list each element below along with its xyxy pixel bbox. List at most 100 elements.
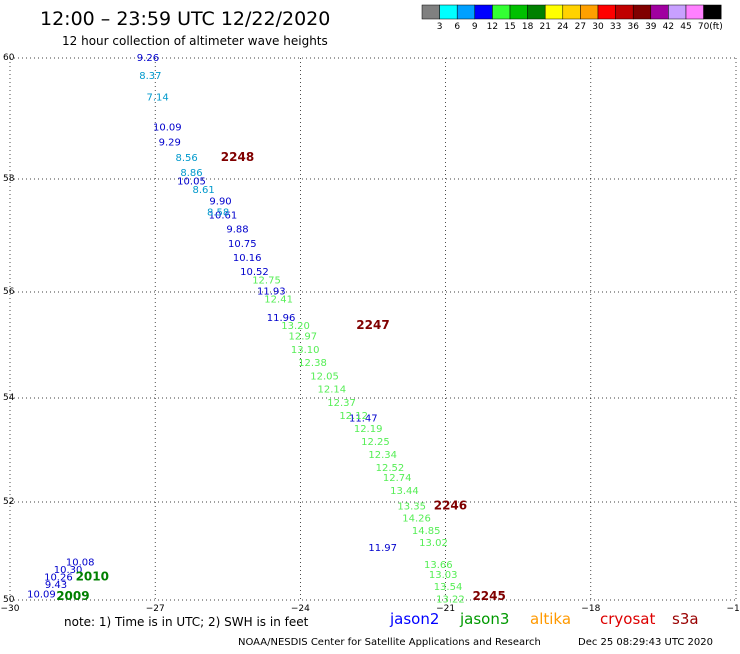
legend-swatch xyxy=(475,5,493,19)
legend-unit: (ft) xyxy=(709,22,723,32)
legend-label: 30 xyxy=(592,22,604,32)
wave-height-label: 12.14 xyxy=(318,385,347,396)
wave-height-label: 12.25 xyxy=(361,437,390,448)
legend-label: 15 xyxy=(504,22,515,32)
time-label: 2247 xyxy=(356,318,389,332)
legend-swatch xyxy=(651,5,669,19)
wave-height-label: 12.97 xyxy=(288,332,317,343)
chart-subtitle: 12 hour collection of altimeter wave hei… xyxy=(62,34,328,48)
time-label: 2246 xyxy=(434,498,467,512)
satellite-name: s3a xyxy=(672,610,699,628)
legend-label: 12 xyxy=(487,22,498,32)
satellite-name: cryosat xyxy=(600,610,655,628)
wave-height-label: 13.44 xyxy=(390,486,419,497)
legend-label: 39 xyxy=(645,22,657,32)
legend-swatch xyxy=(457,5,475,19)
time-label: 2010 xyxy=(76,569,109,583)
time-label: 2248 xyxy=(221,150,254,164)
legend-swatch xyxy=(492,5,510,19)
plot-area: −30−27−24−21−18−155052545658609.2610.099… xyxy=(1,53,740,614)
wave-height-label: 13.02 xyxy=(419,538,448,549)
wave-height-label: 13.03 xyxy=(429,570,458,581)
legend-swatch xyxy=(686,5,704,19)
wave-height-label: 9.90 xyxy=(209,196,231,207)
wave-height-label: 12.52 xyxy=(376,463,405,474)
y-tick-label: 52 xyxy=(3,497,14,507)
wave-height-label: 8.58 xyxy=(207,208,229,219)
legend-label: 24 xyxy=(557,22,569,32)
wave-height-label: 13.20 xyxy=(281,321,310,332)
wave-height-label: 13.35 xyxy=(397,501,426,512)
credit-line: NOAA/NESDIS Center for Satellite Applica… xyxy=(238,637,541,648)
wave-height-label: 12.12 xyxy=(339,411,368,422)
legend-swatch xyxy=(440,5,458,19)
x-tick-label: −24 xyxy=(291,604,310,614)
legend-swatch xyxy=(580,5,598,19)
legend-label: 3 xyxy=(437,22,443,32)
wave-height-label: 12.05 xyxy=(310,371,339,382)
wave-height-label: 12.75 xyxy=(252,276,281,287)
wave-height-label: 8.61 xyxy=(192,185,214,196)
wave-height-label: 7.14 xyxy=(146,92,168,103)
legend-swatch xyxy=(528,5,546,19)
wave-height-label: 12.74 xyxy=(383,473,412,484)
time-label: 2009 xyxy=(56,589,89,603)
legend-label: 70 xyxy=(698,22,710,32)
legend-swatch xyxy=(633,5,651,19)
chart-title: 12:00 – 23:59 UTC 12/22/2020 xyxy=(40,8,330,30)
wave-height-label: 12.41 xyxy=(264,295,293,306)
satellite-name: jason2 xyxy=(389,610,439,628)
wave-height-label: 13.10 xyxy=(291,345,320,356)
legend-label: 36 xyxy=(627,22,639,32)
legend-swatch xyxy=(616,5,634,19)
wave-height-label: 10.09 xyxy=(153,123,182,134)
wave-height-label: 12.38 xyxy=(298,358,327,369)
satellite-name: jason3 xyxy=(459,610,509,628)
satellite-name: altika xyxy=(530,610,571,628)
legend-swatch xyxy=(563,5,581,19)
legend-label: 42 xyxy=(663,22,674,32)
footer-note: note: 1) Time is in UTC; 2) SWH is in fe… xyxy=(64,615,309,629)
legend-label: 21 xyxy=(539,22,550,32)
legend-label: 9 xyxy=(472,22,478,32)
wave-height-label: 12.34 xyxy=(368,450,397,461)
legend-label: 6 xyxy=(454,22,460,32)
legend-label: 18 xyxy=(522,22,534,32)
y-tick-label: 56 xyxy=(3,287,15,297)
wave-height-label: 10.75 xyxy=(228,239,257,250)
x-tick-label: −27 xyxy=(146,604,165,614)
legend-swatch xyxy=(545,5,563,19)
wave-height-label: 10.09 xyxy=(27,590,56,601)
legend-swatch xyxy=(510,5,528,19)
wave-height-label: 12.37 xyxy=(327,398,356,409)
x-tick-label: −30 xyxy=(1,604,20,614)
wave-height-label: 10.16 xyxy=(233,253,262,264)
wave-height-label: 8.56 xyxy=(176,153,198,164)
wave-height-label: 9.29 xyxy=(159,138,181,149)
legend-swatch xyxy=(422,5,440,19)
wave-height-label: 9.26 xyxy=(137,53,159,64)
wave-height-label: 13.22 xyxy=(436,594,465,605)
time-label: 2245 xyxy=(472,589,505,603)
wave-height-label: 9.88 xyxy=(226,225,248,236)
timestamp: Dec 25 08:29:43 UTC 2020 xyxy=(578,637,713,648)
wave-height-label: 12.19 xyxy=(354,424,383,435)
legend-label: 45 xyxy=(680,22,691,32)
satellite-legend: jason2 jason3 altika cryosat s3a xyxy=(389,610,699,628)
y-tick-label: 50 xyxy=(3,595,15,605)
wave-height-label: 14.85 xyxy=(412,526,441,537)
wave-height-label: 11.97 xyxy=(368,543,397,554)
wave-height-label: 13.54 xyxy=(434,582,463,593)
legend-label: 33 xyxy=(610,22,621,32)
wave-height-label: 8.37 xyxy=(139,71,161,82)
wave-height-label: 8.86 xyxy=(180,168,202,179)
legend-swatch xyxy=(704,5,722,19)
wave-height-label: 14.26 xyxy=(402,514,431,525)
y-tick-label: 58 xyxy=(3,174,15,184)
x-tick-label: −18 xyxy=(581,604,600,614)
y-tick-label: 54 xyxy=(3,393,15,403)
y-tick-label: 60 xyxy=(3,53,15,63)
x-tick-label: −15 xyxy=(727,604,740,614)
